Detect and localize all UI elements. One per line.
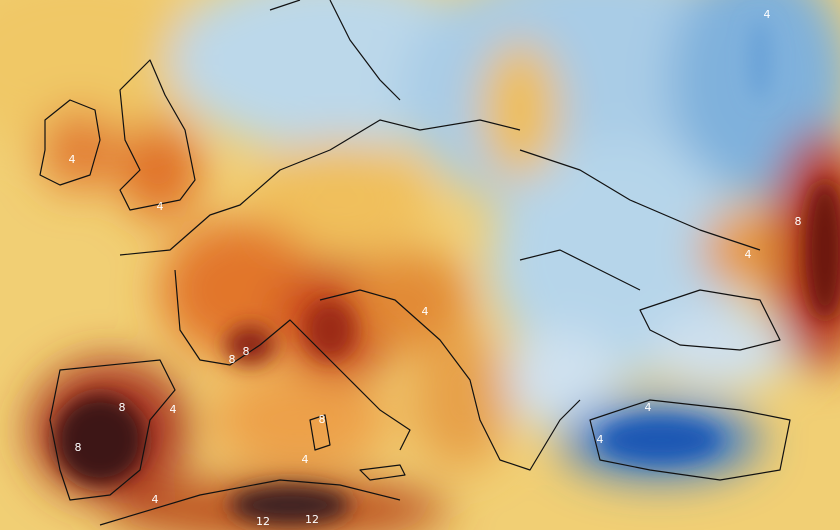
contour-label: 8 — [75, 441, 82, 454]
contour-label: 4 — [422, 305, 429, 318]
contour-label: 12 — [305, 513, 319, 526]
contour-label: 8 — [319, 413, 326, 426]
contour-label: 8 — [795, 215, 802, 228]
contour-label: 8 — [229, 353, 236, 366]
contour-label: 4 — [302, 453, 309, 466]
contour-label: 4 — [152, 493, 159, 506]
contour-label: 4 — [764, 8, 771, 21]
contour-label: 4 — [745, 248, 752, 261]
contour-label: 4 — [170, 403, 177, 416]
contour-label: 12 — [256, 515, 270, 528]
contour-label: 8 — [243, 345, 250, 358]
contour-label: 4 — [157, 200, 164, 213]
contour-label: 4 — [69, 153, 76, 166]
contour-label: 4 — [645, 401, 652, 414]
coastlines — [39, 0, 791, 526]
contour-label: 8 — [119, 401, 126, 414]
contour-label: 4 — [597, 433, 604, 446]
